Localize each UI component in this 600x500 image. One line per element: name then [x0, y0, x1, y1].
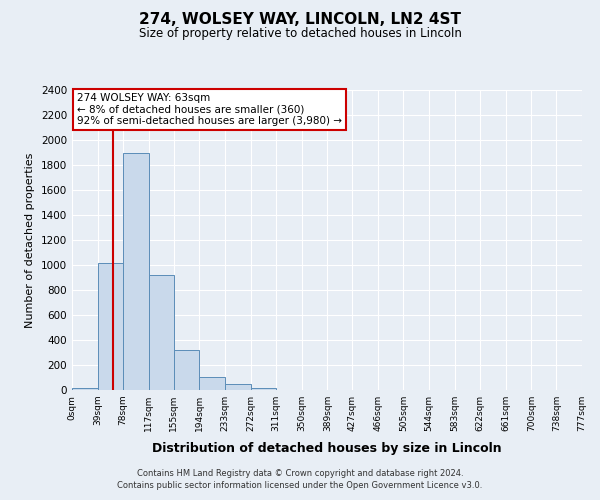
- Bar: [72, 388, 98, 390]
- Text: 274 WOLSEY WAY: 63sqm
← 8% of detached houses are smaller (360)
92% of semi-deta: 274 WOLSEY WAY: 63sqm ← 8% of detached h…: [77, 93, 342, 126]
- X-axis label: Distribution of detached houses by size in Lincoln: Distribution of detached houses by size …: [152, 442, 502, 456]
- Bar: [251, 388, 276, 390]
- Bar: [149, 275, 175, 390]
- Bar: [123, 152, 149, 390]
- Text: 274, WOLSEY WAY, LINCOLN, LN2 4ST: 274, WOLSEY WAY, LINCOLN, LN2 4ST: [139, 12, 461, 28]
- Bar: [199, 377, 225, 390]
- Text: Contains HM Land Registry data © Crown copyright and database right 2024.: Contains HM Land Registry data © Crown c…: [137, 468, 463, 477]
- Bar: [225, 384, 251, 390]
- Y-axis label: Number of detached properties: Number of detached properties: [25, 152, 35, 328]
- Bar: [174, 350, 199, 390]
- Text: Size of property relative to detached houses in Lincoln: Size of property relative to detached ho…: [139, 28, 461, 40]
- Text: Contains public sector information licensed under the Open Government Licence v3: Contains public sector information licen…: [118, 481, 482, 490]
- Bar: [98, 262, 123, 390]
